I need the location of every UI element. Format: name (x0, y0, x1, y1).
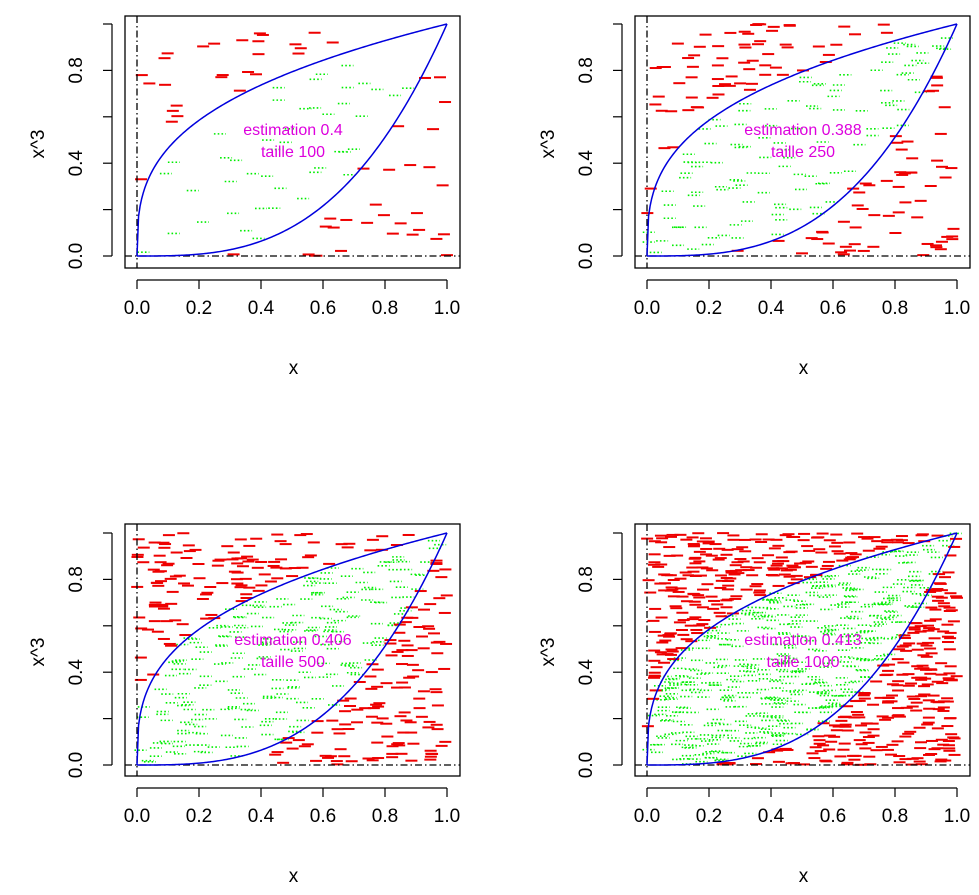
plot-area (635, 524, 970, 776)
plot-area (125, 16, 460, 268)
sample-size-label: taille 1000 (767, 654, 840, 671)
x-tick-label: 0.8 (882, 298, 908, 319)
y-tick-label: 0.0 (66, 243, 87, 269)
curve-cube (647, 23, 958, 257)
x-tick-label: 0.8 (882, 806, 908, 827)
x-axis: 0.0 0.2 0.4 0.6 0.8 1.0 (124, 279, 460, 319)
x-tick-label: 0.4 (758, 298, 785, 319)
x-tick-label: 0.4 (248, 806, 275, 827)
x-tick-label: 0.4 (248, 298, 275, 319)
x-axis-label: x (289, 866, 299, 887)
plot-area (125, 524, 460, 776)
plot-area (635, 16, 970, 268)
y-axis-label: x^3 (28, 130, 49, 159)
x-axis: 0.0 0.2 0.4 0.6 0.8 1.0 (634, 787, 970, 827)
panel-4: 0.0 0.2 0.4 0.6 0.8 1.0 x 0.0 0.4 0.8 x^3 estimatio… (538, 523, 971, 887)
curve-cube (647, 532, 958, 766)
plot-frame (124, 15, 461, 269)
x-tick-label: 0.6 (820, 806, 846, 827)
plot-frame (634, 15, 971, 269)
x-tick-label: 0.2 (186, 298, 212, 319)
y-tick-label: 0.0 (576, 752, 597, 778)
y-axis-label: x^3 (28, 638, 49, 667)
plot-frame (634, 523, 971, 777)
panel-1: 0.0 0.2 0.4 0.6 0.8 1.0 x 0.0 0.4 0.8 x^3 estimatio… (28, 15, 461, 379)
y-axis-label: x^3 (538, 638, 559, 667)
y-axis: 0.0 0.4 0.8 (576, 532, 623, 778)
x-axis-label: x (799, 358, 809, 379)
y-tick-label: 0.4 (576, 150, 597, 177)
x-tick-label: 0.2 (696, 806, 722, 827)
x-tick-label: 1.0 (434, 298, 460, 319)
x-axis-label: x (289, 358, 299, 379)
x-tick-label: 0.6 (820, 298, 846, 319)
x-tick-label: 0.8 (372, 298, 398, 319)
curve-cube-root (136, 532, 448, 766)
x-tick-label: 1.0 (434, 806, 460, 827)
y-tick-label: 0.0 (576, 243, 597, 269)
x-tick-label: 0.2 (696, 298, 722, 319)
x-axis: 0.0 0.2 0.4 0.6 0.8 1.0 (634, 279, 970, 319)
x-tick-label: 0.0 (634, 298, 660, 319)
sample-size-label: taille 100 (261, 144, 325, 161)
x-axis-label: x (799, 866, 809, 887)
x-tick-label: 0.0 (634, 806, 660, 827)
outside-points (641, 23, 960, 257)
y-tick-label: 0.8 (66, 566, 87, 592)
y-tick-label: 0.4 (66, 150, 87, 177)
curve-cube-root (136, 23, 448, 257)
y-axis: 0.0 0.4 0.8 (66, 23, 113, 269)
x-tick-label: 0.0 (124, 806, 150, 827)
y-axis: 0.0 0.4 0.8 (66, 532, 113, 778)
sample-size-label: taille 250 (771, 144, 835, 161)
y-axis: 0.0 0.4 0.8 (576, 23, 623, 269)
x-tick-label: 0.2 (186, 806, 212, 827)
curve-cube (137, 532, 448, 766)
estimation-label: estimation 0.413 (744, 632, 862, 649)
curve-cube (137, 23, 448, 257)
outside-points (641, 532, 963, 766)
x-tick-label: 0.6 (310, 298, 336, 319)
x-axis: 0.0 0.2 0.4 0.6 0.8 1.0 (124, 787, 460, 827)
x-tick-label: 0.8 (372, 806, 398, 827)
x-tick-label: 0.0 (124, 298, 150, 319)
plot-frame (124, 523, 461, 777)
panel-3: 0.0 0.2 0.4 0.6 0.8 1.0 x 0.0 0.4 0.8 x^3 estimatio… (28, 523, 461, 887)
x-tick-label: 0.4 (758, 806, 785, 827)
estimation-label: estimation 0.406 (234, 632, 352, 649)
y-tick-label: 0.8 (576, 57, 597, 83)
curve-cube-root (646, 23, 958, 257)
estimation-label: estimation 0.388 (744, 122, 862, 139)
y-tick-label: 0.0 (66, 752, 87, 778)
outside-points (131, 532, 453, 766)
x-tick-label: 1.0 (944, 298, 970, 319)
y-tick-label: 0.4 (66, 659, 87, 686)
y-tick-label: 0.8 (576, 566, 597, 592)
y-tick-label: 0.8 (66, 57, 87, 83)
panel-2: 0.0 0.2 0.4 0.6 0.8 1.0 x 0.0 0.4 0.8 x^3 estimatio… (538, 15, 971, 379)
y-tick-label: 0.4 (576, 659, 597, 686)
x-tick-label: 1.0 (944, 806, 970, 827)
curve-cube-root (646, 532, 958, 766)
y-axis-label: x^3 (538, 130, 559, 159)
sample-size-label: taille 500 (261, 654, 325, 671)
x-tick-label: 0.6 (310, 806, 336, 827)
estimation-label: estimation 0.4 (243, 122, 343, 139)
